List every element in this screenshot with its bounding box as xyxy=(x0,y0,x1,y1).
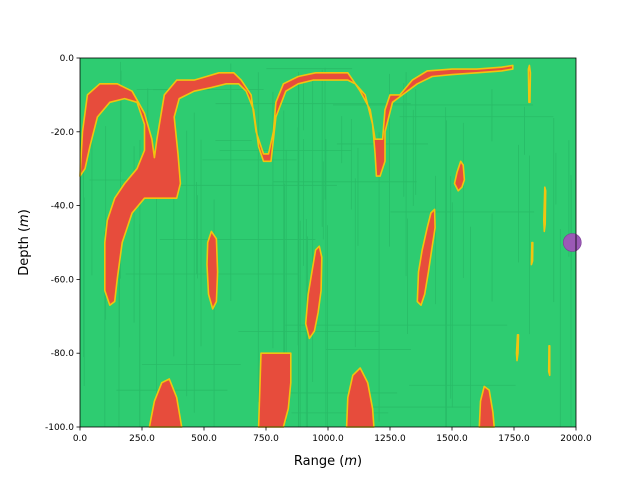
heatmap-regions xyxy=(79,64,551,428)
region-pocket-a xyxy=(206,230,219,310)
x-tick-label: 250.0 xyxy=(129,434,155,444)
x-tick-label: 1750.0 xyxy=(498,434,530,444)
region-bottom-c xyxy=(345,367,375,428)
plot-area xyxy=(79,57,582,428)
x-tick-label: 1000.0 xyxy=(312,434,344,444)
source-marker xyxy=(562,233,582,252)
region-streak-1 xyxy=(527,64,532,104)
region-surface-ridge xyxy=(79,64,514,307)
region-bottom-b xyxy=(257,352,292,428)
region-streak-5 xyxy=(547,344,551,377)
x-tick-label: 1500.0 xyxy=(436,434,468,444)
x-axis-ticks: 0.0 250.0 500.0 750.0 1000.0 1250.0 1500.0 1750… xyxy=(73,427,592,444)
y-tick-label: -40.0 xyxy=(51,202,75,212)
region-pocket-b xyxy=(304,245,323,340)
region-pocket-c xyxy=(416,208,436,307)
region-streak-4 xyxy=(515,333,520,362)
x-tick-label: 1250.0 xyxy=(374,434,406,444)
x-tick-label: 500.0 xyxy=(191,434,217,444)
region-streak-3 xyxy=(530,241,534,266)
y-axis-label: Depth (m) xyxy=(17,209,32,276)
region-pocket-d xyxy=(453,160,466,192)
x-tick-label: 2000.0 xyxy=(560,434,592,444)
y-tick-label: 0.0 xyxy=(60,54,75,64)
x-tick-label: 750.0 xyxy=(253,434,279,444)
y-tick-label: -60.0 xyxy=(51,275,75,285)
y-tick-label: -100.0 xyxy=(45,423,74,433)
y-axis-ticks: 0.0 -20.0 -40.0 -60.0 -80.0 -100.0 xyxy=(45,54,80,433)
region-streak-2 xyxy=(542,186,547,233)
x-axis-label: Range (m) xyxy=(294,454,362,469)
x-tick-label: 0.0 xyxy=(73,434,88,444)
y-tick-label: -20.0 xyxy=(51,128,75,138)
heatmap-background xyxy=(80,58,576,427)
y-tick-label: -80.0 xyxy=(51,349,75,359)
